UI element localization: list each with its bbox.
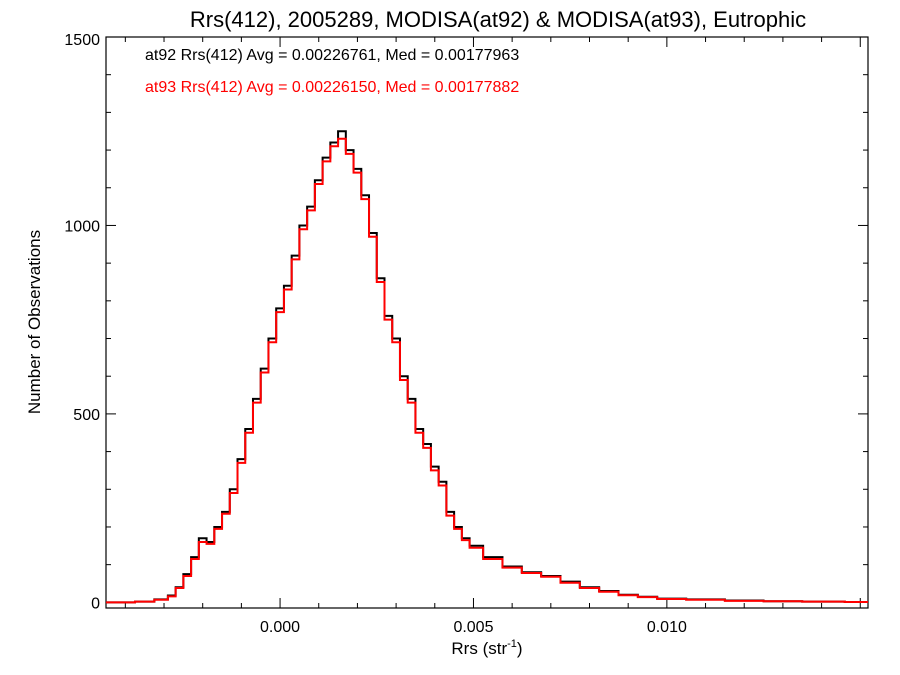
x-tick-label: 0.000	[260, 619, 300, 636]
legend-entry-at93: at93 Rrs(412) Avg = 0.00226150, Med = 0.…	[145, 79, 519, 96]
y-axis-label: Number of Observations	[25, 230, 44, 414]
plot-frame	[105, 36, 869, 609]
y-tick-label: 500	[73, 407, 100, 424]
x-tick-label: 0.005	[453, 619, 493, 636]
series-at92-line	[106, 130, 868, 604]
series-at93-line	[106, 137, 868, 604]
x-axis-label: Rrs (str-1)	[451, 638, 522, 658]
legend-entry-at92: at92 Rrs(412) Avg = 0.00226761, Med = 0.…	[145, 47, 519, 64]
y-tick-label: 1000	[64, 218, 100, 235]
tick-labels: 0.000 0.005 0.010 0 500 1000 1500	[64, 32, 687, 636]
x-tick-label: 0.010	[647, 619, 687, 636]
y-tick-label: 1500	[64, 32, 100, 49]
y-tick-label: 0	[91, 595, 100, 612]
chart-title: Rrs(412), 2005289, MODISA(at92) & MODISA…	[190, 7, 806, 32]
axis-ticks	[106, 36, 868, 608]
series-lines	[106, 130, 868, 604]
